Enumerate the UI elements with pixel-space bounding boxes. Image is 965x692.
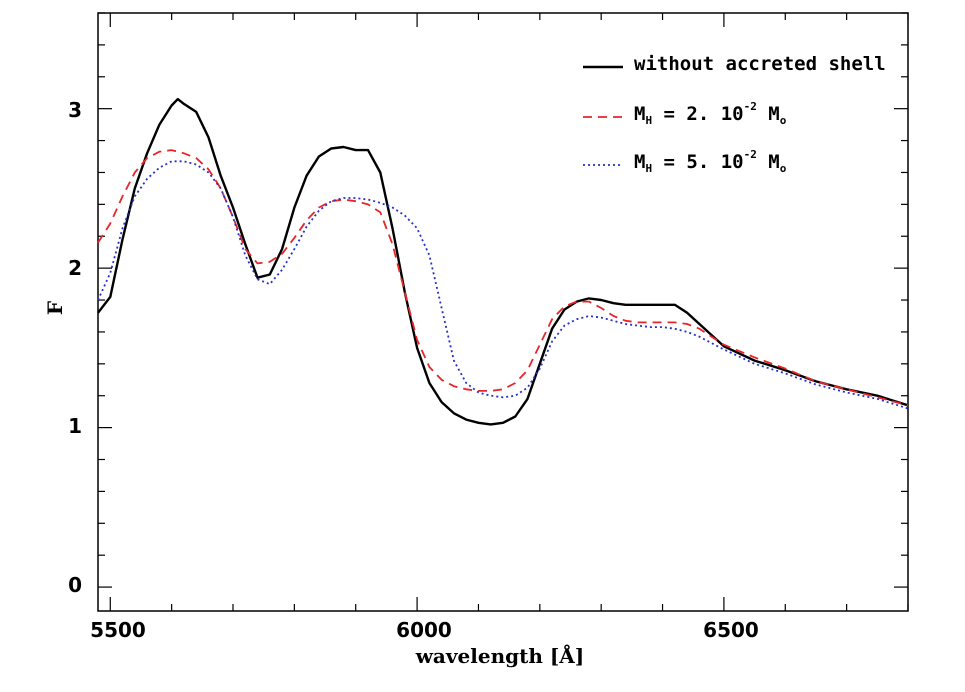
- legend-label-mh5: MH = 5. 10-2 Mo: [634, 148, 787, 175]
- series-line-mh-5e-2: [97, 160, 909, 410]
- legend-label-mh2: MH = 2. 10-2 Mo: [634, 100, 787, 127]
- series-line-mh-2e-2: [97, 149, 909, 407]
- x-axis-label: wavelength [Å]: [415, 644, 585, 668]
- y-tick-label-3: 3: [68, 98, 82, 122]
- x-tick-label-6000: 6000: [396, 618, 452, 642]
- legend-mh5-tail-sub: o: [780, 162, 787, 175]
- legend-label-without: without accreted shell: [634, 53, 886, 75]
- legend-mh2-main: M: [634, 103, 645, 125]
- legend-mh2-tail-sub: o: [780, 114, 787, 127]
- axis-ticks: [98, 12, 909, 611]
- y-tick-label-0: 0: [68, 573, 82, 597]
- legend: without accreted shell MH = 2. 10-2 Mo M…: [583, 53, 886, 175]
- legend-mh5-mid: = 5. 10: [652, 151, 744, 173]
- legend-mh2-tail: M: [757, 103, 780, 125]
- series-line-without-shell: [97, 97, 909, 426]
- y-axis-label: F: [43, 301, 67, 315]
- x-tick-label-5500: 5500: [90, 618, 146, 642]
- legend-mh5-main: M: [634, 151, 645, 173]
- legend-mh5-tail: M: [757, 151, 780, 173]
- series-layer: [97, 97, 909, 426]
- legend-mh2-sup: -2: [744, 100, 757, 113]
- y-tick-label-1: 1: [68, 414, 82, 438]
- y-tick-label-2: 2: [68, 256, 82, 280]
- legend-mh2-mid: = 2. 10: [652, 103, 744, 125]
- x-tick-label-6500: 6500: [703, 618, 759, 642]
- legend-mh5-sup: -2: [744, 148, 757, 161]
- legend-mh2-sub: H: [645, 114, 652, 127]
- legend-mh5-sub: H: [645, 162, 652, 175]
- plot-frame: [97, 12, 909, 612]
